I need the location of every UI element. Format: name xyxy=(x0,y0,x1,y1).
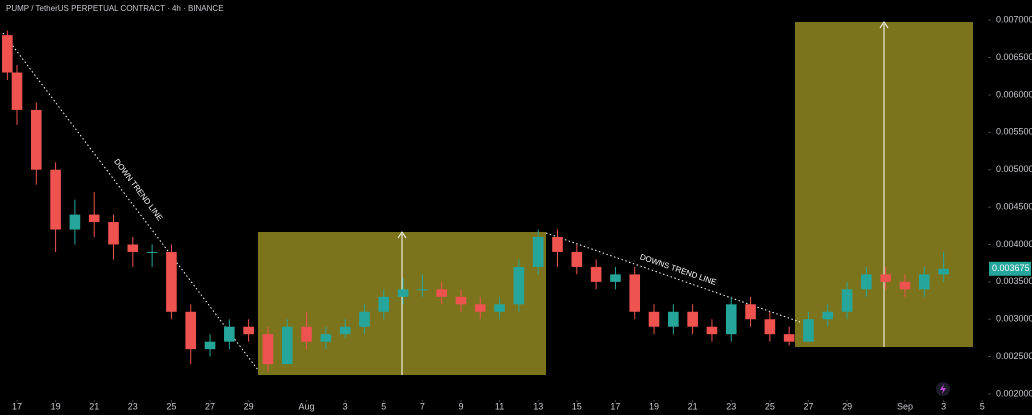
x-tick-label: 23 xyxy=(726,401,736,411)
candle-body xyxy=(339,326,351,335)
candle-body xyxy=(185,311,197,350)
candle-body xyxy=(146,251,158,253)
y-tick-label: 0.005500 xyxy=(996,127,1032,137)
x-tick-label: 11 xyxy=(495,401,504,411)
candle-body xyxy=(513,266,525,305)
x-tick-label: 5 xyxy=(980,401,985,411)
x-tick-label: 27 xyxy=(803,401,813,411)
candle-body xyxy=(938,268,949,275)
x-tick-label: 3 xyxy=(941,401,946,411)
candle-body xyxy=(166,251,177,312)
x-tick-label: Sep xyxy=(897,401,913,411)
candle-body xyxy=(552,237,563,252)
last-price-box xyxy=(989,261,1031,276)
candle-body xyxy=(880,274,891,282)
x-tick-label: 3 xyxy=(343,401,348,411)
y-tick-label: 0.002500 xyxy=(996,351,1032,361)
last-price-label: 0.003675 xyxy=(992,263,1030,273)
arrow-head xyxy=(397,231,407,239)
x-tick-label: 21 xyxy=(688,401,698,411)
trend-line xyxy=(545,232,801,323)
candle-body xyxy=(378,296,390,312)
x-tick-label: 29 xyxy=(842,401,852,411)
candle-body xyxy=(918,274,930,290)
candle-body xyxy=(648,311,660,327)
x-tick-label: 27 xyxy=(205,401,215,411)
drawings xyxy=(2,21,973,375)
candle-body xyxy=(629,274,641,312)
x-tick-label: 19 xyxy=(649,401,659,411)
candles xyxy=(2,30,949,372)
x-tick-label: 19 xyxy=(51,401,61,411)
y-tick-label: 0.004500 xyxy=(996,201,1032,211)
candle-body xyxy=(397,289,409,297)
candle-body xyxy=(764,319,776,335)
candle-body xyxy=(610,274,621,282)
candle-body xyxy=(590,266,602,282)
candle-body xyxy=(436,289,447,297)
y-tick-label: 0.006000 xyxy=(996,89,1032,99)
candle-body xyxy=(474,304,486,312)
y-tick-label: 0.003500 xyxy=(996,276,1032,286)
y-tick-label: 0.007000 xyxy=(996,15,1032,25)
candle-body xyxy=(204,341,216,350)
arrow-head xyxy=(879,21,889,29)
x-tick-label: 17 xyxy=(12,401,22,411)
x-tick-label: 17 xyxy=(610,401,620,411)
candle-body xyxy=(50,169,61,230)
candle-body xyxy=(417,289,428,291)
candle-body xyxy=(822,311,834,320)
x-tick-label: 25 xyxy=(765,401,775,411)
candle-body xyxy=(841,289,853,312)
candle-body xyxy=(861,274,872,290)
candle-body xyxy=(88,214,100,223)
candle-body xyxy=(687,311,698,327)
candle-body xyxy=(745,304,756,320)
icon xyxy=(940,384,946,394)
trend-line xyxy=(2,32,259,371)
candle-body xyxy=(571,251,583,267)
candle-body xyxy=(127,244,139,252)
y-tick-label: 0.006500 xyxy=(996,52,1032,62)
x-tick-label: 9 xyxy=(458,401,463,411)
candle-body xyxy=(359,311,370,327)
candle-body xyxy=(725,304,737,335)
x-tick-label: Aug xyxy=(299,401,315,411)
candle-body xyxy=(706,326,718,335)
candle-body xyxy=(262,334,274,365)
chart-title: PUMP / TetherUS PERPETUAL CONTRACT · 4h … xyxy=(6,4,224,13)
candle-body xyxy=(301,326,312,342)
x-tick-label: 7 xyxy=(420,401,425,411)
x-tick-label: 13 xyxy=(533,401,543,411)
candle-body xyxy=(320,334,332,342)
y-tick-label: 0.002000 xyxy=(996,388,1032,398)
candle-body xyxy=(224,326,235,342)
candle-body xyxy=(30,109,42,170)
x-tick-label: 25 xyxy=(166,401,176,411)
x-tick-label: 23 xyxy=(128,401,138,411)
candle-body xyxy=(803,319,814,342)
y-tick-label: 0.005000 xyxy=(996,164,1032,174)
x-tick-label: 29 xyxy=(244,401,254,411)
candle-body xyxy=(281,326,293,365)
candle-body xyxy=(783,334,795,342)
x-tick-label: 21 xyxy=(89,401,99,411)
candle-body xyxy=(455,296,467,305)
x-tick-label: 15 xyxy=(572,401,582,411)
candle-body xyxy=(69,214,81,230)
x-tick-label: 5 xyxy=(381,401,386,411)
candle-body xyxy=(108,222,119,245)
candle-body xyxy=(243,326,254,335)
candle-body xyxy=(11,72,23,110)
candle-body xyxy=(2,35,13,73)
candle-body xyxy=(668,311,679,327)
candle-body xyxy=(899,281,911,290)
y-tick-label: 0.003000 xyxy=(996,314,1032,324)
candle-body xyxy=(532,237,544,267)
candle-body xyxy=(494,304,505,312)
y-tick-label: 0.004000 xyxy=(996,239,1032,249)
